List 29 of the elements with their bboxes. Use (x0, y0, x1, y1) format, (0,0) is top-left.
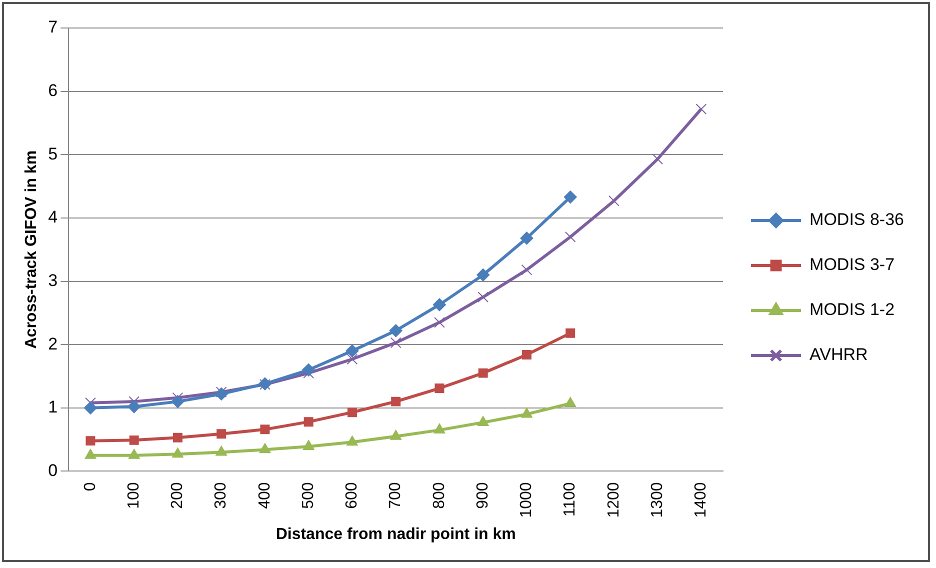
y-tick-label: 5 (48, 144, 58, 164)
legend-label: MODIS 1-2 (810, 300, 895, 320)
y-tick-label: 1 (48, 398, 58, 417)
y-tick-label: 4 (48, 208, 58, 227)
x-axis-title: Distance from nadir point in km (276, 526, 516, 543)
legend-label: AVHRR (810, 345, 868, 364)
x-tick-label: 1100 (562, 482, 579, 517)
y-tick-label: 3 (48, 270, 58, 290)
y-axis-title: Across-track GIFOV in km (23, 150, 40, 349)
x-tick-label: 300 (212, 482, 230, 509)
x-tick-label: 1000 (518, 482, 536, 518)
x-tick-label: 700 (387, 482, 404, 509)
x-tick-label: 400 (256, 482, 274, 509)
x-tick-label: 1200 (605, 482, 622, 518)
x-tick-label: 0 (82, 482, 99, 492)
x-tick-label: 1300 (649, 482, 666, 518)
x-tick-label: 100 (126, 482, 142, 509)
legend-label: MODIS 8-36 (810, 210, 904, 230)
y-tick-label: 0 (48, 460, 58, 480)
legend-label: MODIS 3-7 (810, 255, 895, 274)
x-tick-label: 200 (169, 482, 186, 509)
x-tick-label: 800 (430, 482, 448, 509)
x-tick-label: 600 (344, 482, 361, 509)
y-tick-label: 6 (48, 81, 58, 100)
y-tick-label: 7 (48, 18, 58, 37)
x-tick-label: 900 (474, 482, 492, 509)
y-tick-label: 2 (48, 334, 58, 354)
x-tick-label: 500 (300, 482, 317, 509)
x-tick-label: 1400 (692, 482, 710, 518)
